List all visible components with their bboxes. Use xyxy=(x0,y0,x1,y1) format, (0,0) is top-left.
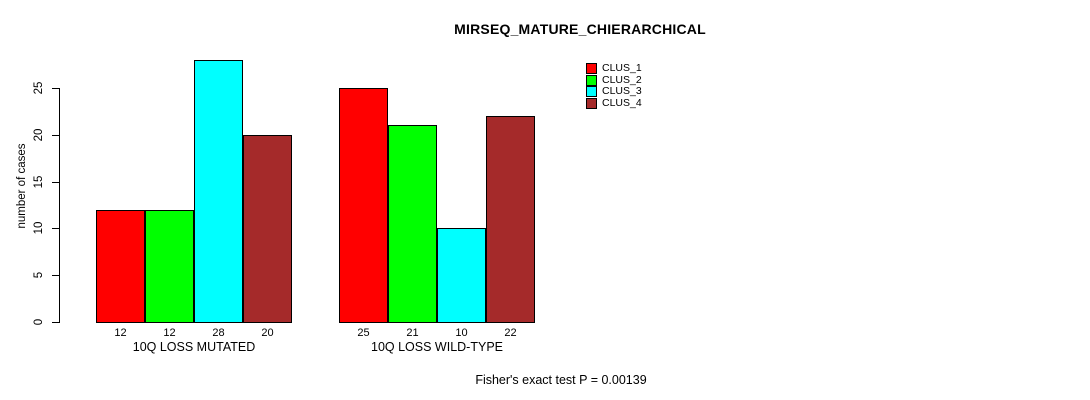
y-axis-line xyxy=(59,88,60,323)
annotation-text: Fisher's exact test P = 0.00139 xyxy=(475,373,647,387)
legend-label: CLUS_3 xyxy=(602,85,642,98)
legend-label: CLUS_4 xyxy=(602,96,642,109)
y-tick-label: 20 xyxy=(33,128,45,142)
y-tick-label: 0 xyxy=(33,318,45,326)
bar-value-label: 10 xyxy=(455,327,468,339)
bar-value-label: 12 xyxy=(114,327,127,339)
legend-swatch-icon xyxy=(586,86,597,98)
bar-clus_4-group2 xyxy=(486,116,535,323)
bar-clus_2-group1 xyxy=(145,209,194,323)
y-tick-label: 15 xyxy=(33,175,45,188)
bar-clus_3-group2 xyxy=(437,228,486,323)
legend-label: CLUS_2 xyxy=(602,73,642,86)
bar-value-label: 21 xyxy=(406,327,419,339)
y-tick-label: 5 xyxy=(33,271,45,279)
legend-swatch-icon xyxy=(586,63,597,75)
bar-value-label: 22 xyxy=(504,327,517,339)
bar-clus_4-group1 xyxy=(243,134,292,323)
y-tick-label: 10 xyxy=(33,221,45,235)
legend-swatch-icon xyxy=(586,97,597,109)
y-axis-title: number of cases xyxy=(16,143,28,229)
legend-label: CLUS_1 xyxy=(602,62,642,75)
bar-clus_1-group2 xyxy=(339,88,388,323)
category-label: 10Q LOSS WILD-TYPE xyxy=(371,340,503,354)
legend-item: CLUS_3 xyxy=(586,86,642,98)
bar-clus_1-group1 xyxy=(96,209,145,323)
bar-value-label: 28 xyxy=(212,327,225,339)
legend-item: CLUS_2 xyxy=(586,73,642,87)
y-tick-mark xyxy=(52,322,59,323)
bar-clus_3-group1 xyxy=(194,59,243,323)
y-tick-mark xyxy=(52,228,59,230)
y-tick-mark xyxy=(52,275,59,277)
y-tick-label: 25 xyxy=(33,81,45,95)
legend-item: CLUS_4 xyxy=(586,96,642,110)
y-tick-mark xyxy=(52,88,59,89)
bar-value-label: 12 xyxy=(163,327,176,339)
legend-swatch-icon xyxy=(586,74,597,86)
category-label: 10Q LOSS MUTATED xyxy=(132,340,256,354)
bar-clus_2-group2 xyxy=(388,125,437,323)
legend-item: CLUS_1 xyxy=(586,63,642,75)
y-tick-mark xyxy=(52,181,59,183)
bar-value-label: 25 xyxy=(357,327,370,339)
y-tick-mark xyxy=(52,134,59,136)
chart-title: MIRSEQ_MATURE_CHIERARCHICAL xyxy=(454,21,706,37)
bar-value-label: 20 xyxy=(261,327,274,339)
legend: CLUS_1 CLUS_2 CLUS_3 CLUS_4 xyxy=(586,63,642,109)
